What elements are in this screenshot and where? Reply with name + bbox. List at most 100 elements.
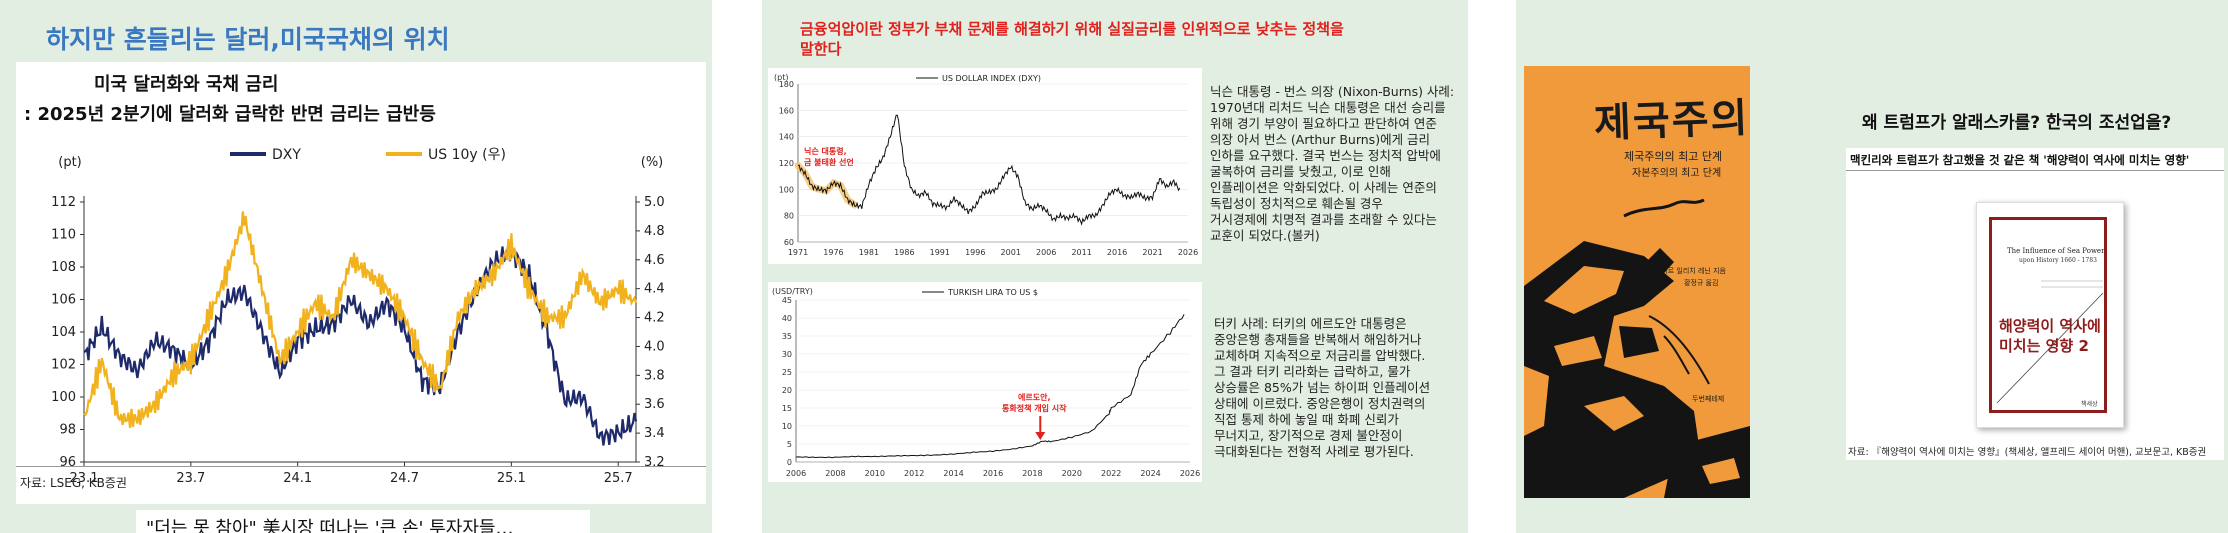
x-tick-label: 25.1 <box>497 471 526 486</box>
legend-label-us10y: US 10y (우) <box>428 147 506 163</box>
slide3-heading: 왜 트럼프가 알래스카를? 한국의 조선업을? <box>1862 113 2172 133</box>
footer-headline-box: "더는 못 참아" 美시장 떠나는 '큰 손' 투자자들… <box>136 510 590 533</box>
turkey-line: 교체하며 지속적으로 저금리를 압박했다. <box>1214 348 1426 363</box>
y-tick-label: 10 <box>782 422 792 431</box>
y-tick-label: 5 <box>787 440 792 449</box>
y-tick-label-left: 108 <box>51 260 76 275</box>
slide2-heading-line1: 금융억압이란 정부가 부채 문제를 해결하기 위해 실질금리를 인위적으로 낮추… <box>800 20 1344 38</box>
nixon-line: 거시경제에 치명적 결과를 초래할 수 있다는 <box>1210 212 1437 227</box>
y-tick-label-right: 4.0 <box>644 339 665 354</box>
y-axis-label-right: (%) <box>641 155 664 170</box>
book-cover-author: 블라디미르 일리치 레닌 지음 <box>1642 267 1726 275</box>
dollar-treasury-chart: 96 98 100 102 104 106 108 110 112 3.2 3.4 3.6 3.8 4.0… <box>51 147 665 486</box>
x-tick-label: 2006 <box>1036 248 1056 257</box>
x-tick-label: 1976 <box>823 248 843 257</box>
series-line-dxy-history <box>797 114 1181 226</box>
dxy-chart-panel: (pt) 60 80 100 120 140 160 180 1971 1976 1981 1986 1… <box>768 68 1202 264</box>
y-tick-label-left: 110 <box>51 228 76 243</box>
x-tick-label: 23.1 <box>70 471 99 486</box>
y-tick-label: 30 <box>782 350 792 359</box>
book-cover-translator: 황정규 옮김 <box>1684 279 1719 287</box>
y-tick-label: 20 <box>782 386 792 395</box>
y-tick-label: 60 <box>784 238 794 247</box>
y-tick-label-right: 3.4 <box>644 426 665 441</box>
y-tick-label: 15 <box>782 404 792 413</box>
sea-power-panel: 맥킨리와 트럼프가 참고했을 것 같은 책 '해양력이 역사에 미치는 영향' … <box>1846 148 2224 460</box>
annotation-erdogan-line2: 통화정책 개입 시작 <box>1002 403 1067 413</box>
y-tick-label-right: 4.8 <box>644 224 665 239</box>
y-tick-label: 160 <box>779 106 794 115</box>
annotation-nixon-line2: 금 불태환 선언 <box>804 157 854 167</box>
book-en-title-2: upon History 1660 - 1783 <box>2019 257 2097 264</box>
nixon-line: 닉슨 대통령 - 번스 의장 (Nixon-Burns) 사례: <box>1210 84 1455 99</box>
book-ko-title-2: 미치는 영향 2 <box>1999 337 2089 355</box>
y-tick-label: 25 <box>782 368 792 377</box>
series-line-dxy <box>83 243 638 446</box>
x-tick-label: 2024 <box>1140 469 1160 478</box>
y-axis-label-left: (pt) <box>58 155 82 170</box>
book-publisher: 책세상 <box>2081 401 2098 408</box>
annotation-nixon-line1: 닉슨 대통령, <box>804 146 847 156</box>
y-tick-label-right: 3.8 <box>644 368 665 383</box>
y-tick-label: 180 <box>779 80 794 89</box>
legend-label: US DOLLAR INDEX (DXY) <box>942 74 1041 83</box>
y-tick-label-left: 106 <box>51 293 76 308</box>
y-tick-label: 45 <box>782 296 792 305</box>
slide2-heading-line2: 말한다 <box>800 40 842 58</box>
nixon-line: 인플레이션은 악화되었다. 이 사례는 연준의 <box>1210 180 1437 195</box>
y-tick-label-right: 3.6 <box>644 397 665 412</box>
x-tick-label: 1986 <box>894 248 914 257</box>
slide3-subheading: 맥킨리와 트럼프가 참고했을 것 같은 책 '해양력이 역사에 미치는 영향' <box>1850 153 2190 167</box>
book-cover-subtitle-2: 자본주의의 최고 단계 <box>1632 168 1722 179</box>
nixon-line: 위해 경기 부양이 필요하다고 판단하여 연준 <box>1210 116 1437 131</box>
y-axis-label: (pt) <box>774 73 788 82</box>
legend-label-dxy: DXY <box>272 147 301 163</box>
y-tick-label: 40 <box>782 314 792 323</box>
turkey-line: 상승률은 85%가 넘는 하이퍼 인플레이션 <box>1214 380 1431 395</box>
x-tick-label: 2021 <box>1142 248 1162 257</box>
y-tick-label-left: 112 <box>51 195 76 210</box>
turkey-line: 극대화된다는 전형적 사례로 평가된다. <box>1214 444 1414 459</box>
book-en-title-1: The Influence of Sea Power <box>2007 247 2105 255</box>
chart1-title-line2: : 2025년 2분기에 달러화 급락한 반면 금리는 급반등 <box>24 104 436 125</box>
x-tick-label: 1996 <box>965 248 985 257</box>
nixon-line: 독립성이 정치적으로 훼손될 경우 <box>1210 196 1383 211</box>
turkey-line: 터키 사례: 터키의 에르도안 대통령은 <box>1214 316 1407 331</box>
chart1-source: 자료: LSEG, KB증권 <box>20 476 127 490</box>
x-tick-label: 2011 <box>1071 248 1091 257</box>
y-tick-label-right: 4.6 <box>644 253 665 268</box>
source-divider <box>16 466 706 467</box>
chart1-panel: 미국 달러화와 국채 금리 : 2025년 2분기에 달러화 급락한 반면 금리… <box>16 62 706 504</box>
footer-headline: "더는 못 참아" 美시장 떠나는 '큰 손' 투자자들… <box>146 518 514 533</box>
y-tick-label-left: 102 <box>51 358 76 373</box>
y-axis-label: (USD/TRY) <box>772 287 813 296</box>
x-tick-label: 1981 <box>859 248 879 257</box>
y-tick-label: 140 <box>779 133 794 142</box>
book-diagonal-line <box>1996 280 2104 404</box>
nixon-line: 의장 아서 번스 (Arthur Burns)에게 금리 <box>1210 132 1431 147</box>
x-tick-label: 2018 <box>1022 469 1042 478</box>
chart1-title-line1: 미국 달러화와 국채 금리 <box>94 74 279 95</box>
slide1-heading: 하지만 흔들리는 달러,미국국채의 위치 <box>46 25 450 54</box>
x-tick-label: 25.7 <box>604 471 633 486</box>
turkish-lira-chart: (USD/TRY) 0 5 10 15 20 25 30 35 40 45 2006 2008 2010 2… <box>772 287 1200 478</box>
x-tick-label: 2012 <box>904 469 924 478</box>
slide3-source: 자료: 『해양력이 역사에 미치는 영향』(책세상, 앨프레드 세이어 머핸),… <box>1848 447 2207 458</box>
y-tick-label: 80 <box>784 212 794 221</box>
y-tick-label: 0 <box>787 458 792 467</box>
x-tick-label: 24.1 <box>283 471 312 486</box>
book-red-frame <box>1989 217 2107 413</box>
annotation-arrow-head <box>1035 432 1046 440</box>
lira-chart-panel: (USD/TRY) 0 5 10 15 20 25 30 35 40 45 2006 2008 2010 2… <box>768 282 1202 482</box>
y-tick-label-right: 3.2 <box>644 455 665 470</box>
book-cover-subtitle-1: 제국주의의 최고 단계 <box>1624 150 1723 163</box>
turkey-line: 중앙은행 총재들을 반복해서 해임하거나 <box>1214 332 1422 347</box>
subheading-divider <box>1846 170 2224 171</box>
x-tick-label: 2006 <box>786 469 806 478</box>
turkey-line: 직접 통제 하에 놓일 때 화폐 신뢰가 <box>1214 412 1399 427</box>
annotation-erdogan-line1: 에르도안, <box>1018 392 1050 402</box>
nixon-line: 교훈이 되었다.(볼커) <box>1210 228 1320 243</box>
highlight-band <box>794 162 859 209</box>
x-tick-label: 1971 <box>788 248 808 257</box>
x-tick-label: 2008 <box>825 469 845 478</box>
